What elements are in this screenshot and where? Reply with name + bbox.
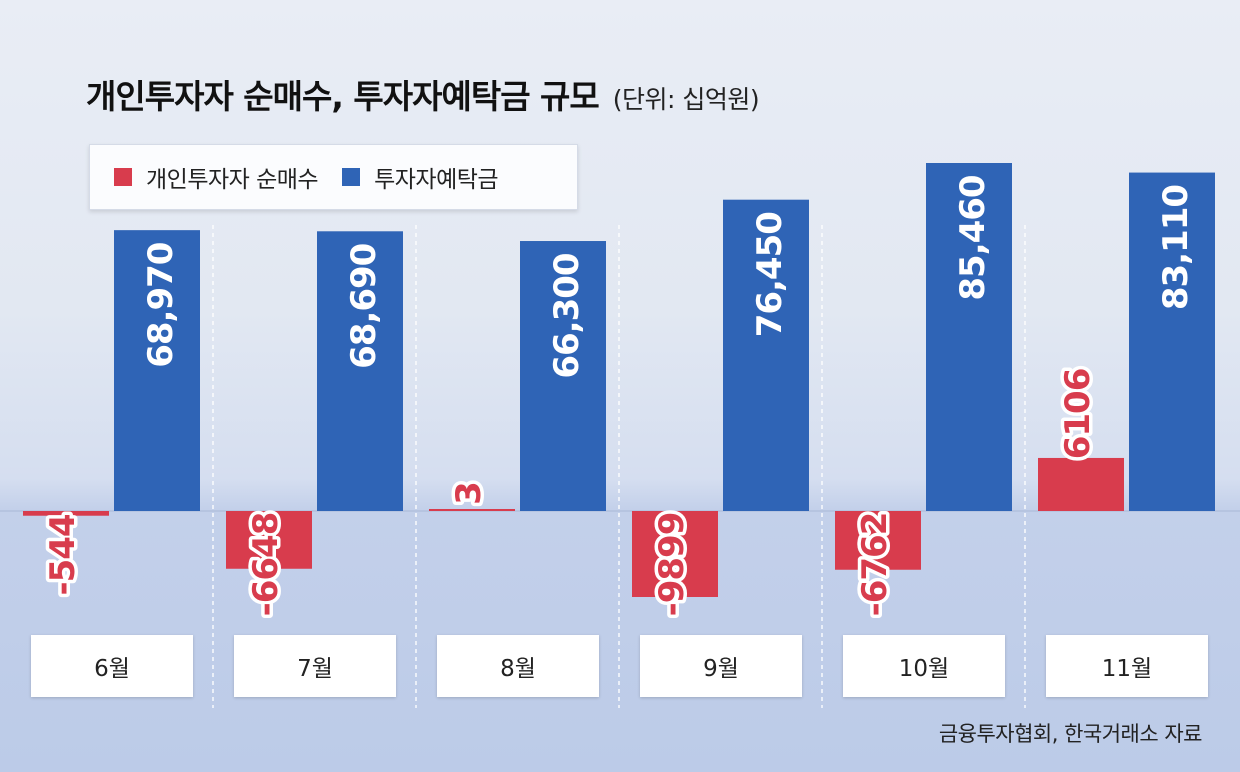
data-label-net-buying-halo: -6648 xyxy=(246,513,286,617)
legend-label-deposits: 투자자예탁금 xyxy=(374,167,499,193)
bar-deposits xyxy=(317,231,403,511)
bar-net-buying xyxy=(23,511,109,516)
bar-deposits xyxy=(114,230,200,511)
x-tick-label: 6월 xyxy=(31,635,193,697)
data-label-net-buying: -544 xyxy=(43,514,83,595)
data-label-deposits: 76,450 xyxy=(750,212,790,338)
legend-swatch-deposits xyxy=(342,168,361,186)
bar-deposits xyxy=(723,199,809,511)
data-label-net-buying-halo: -9899 xyxy=(652,513,692,617)
unit-label: (단위: 십억원) xyxy=(612,85,760,114)
data-label-deposits: 83,110 xyxy=(1156,185,1196,311)
source-note: 금융투자협회, 한국거래소 자료 xyxy=(938,722,1203,746)
legend-swatch-net-buying xyxy=(114,168,132,186)
x-tick-label: 8월 xyxy=(437,635,599,697)
legend-item-net-buying: 개인투자자 순매수 xyxy=(114,160,319,194)
data-label-net-buying: -6648 xyxy=(246,513,286,617)
x-tick-label: 9월 xyxy=(640,635,802,697)
data-label-net-buying: -9899 xyxy=(652,513,692,617)
data-label-net-buying: 6106 xyxy=(1058,369,1098,460)
data-label-deposits: 66,300 xyxy=(547,253,587,379)
data-label-net-buying-halo: -6762 xyxy=(855,513,895,617)
x-tick-label: 11월 xyxy=(1046,635,1208,697)
data-label-deposits: 68,970 xyxy=(141,242,181,368)
data-label-deposits: 85,460 xyxy=(953,175,993,301)
bar-deposits xyxy=(926,163,1012,511)
bar-net-buying xyxy=(632,511,718,597)
data-label-deposits: 68,690 xyxy=(344,243,384,369)
bar-net-buying xyxy=(835,511,921,570)
bar-net-buying xyxy=(226,511,312,569)
legend: 개인투자자 순매수 투자자예탁금 xyxy=(89,144,578,210)
chart-title-group: 개인투자자 순매수, 투자자예탁금 규모 (단위: 십억원) xyxy=(86,70,760,118)
data-label-net-buying: 3 xyxy=(449,482,489,505)
data-label-net-buying-halo: 6106 xyxy=(1058,369,1098,460)
data-label-net-buying-halo: -544 xyxy=(43,514,83,595)
bar-deposits xyxy=(520,241,606,511)
chart-title: 개인투자자 순매수, 투자자예탁금 규모 xyxy=(86,77,600,116)
bar-net-buying xyxy=(1038,457,1124,511)
legend-item-deposits: 투자자예탁금 xyxy=(342,160,499,194)
bar-deposits xyxy=(1129,172,1215,511)
x-tick-label: 10월 xyxy=(843,635,1005,697)
x-tick-label: 7월 xyxy=(234,635,396,697)
data-label-net-buying-halo: 3 xyxy=(449,482,489,505)
data-label-net-buying: -6762 xyxy=(855,513,895,617)
bar-net-buying xyxy=(429,509,515,511)
legend-label-net-buying: 개인투자자 순매수 xyxy=(146,167,319,193)
